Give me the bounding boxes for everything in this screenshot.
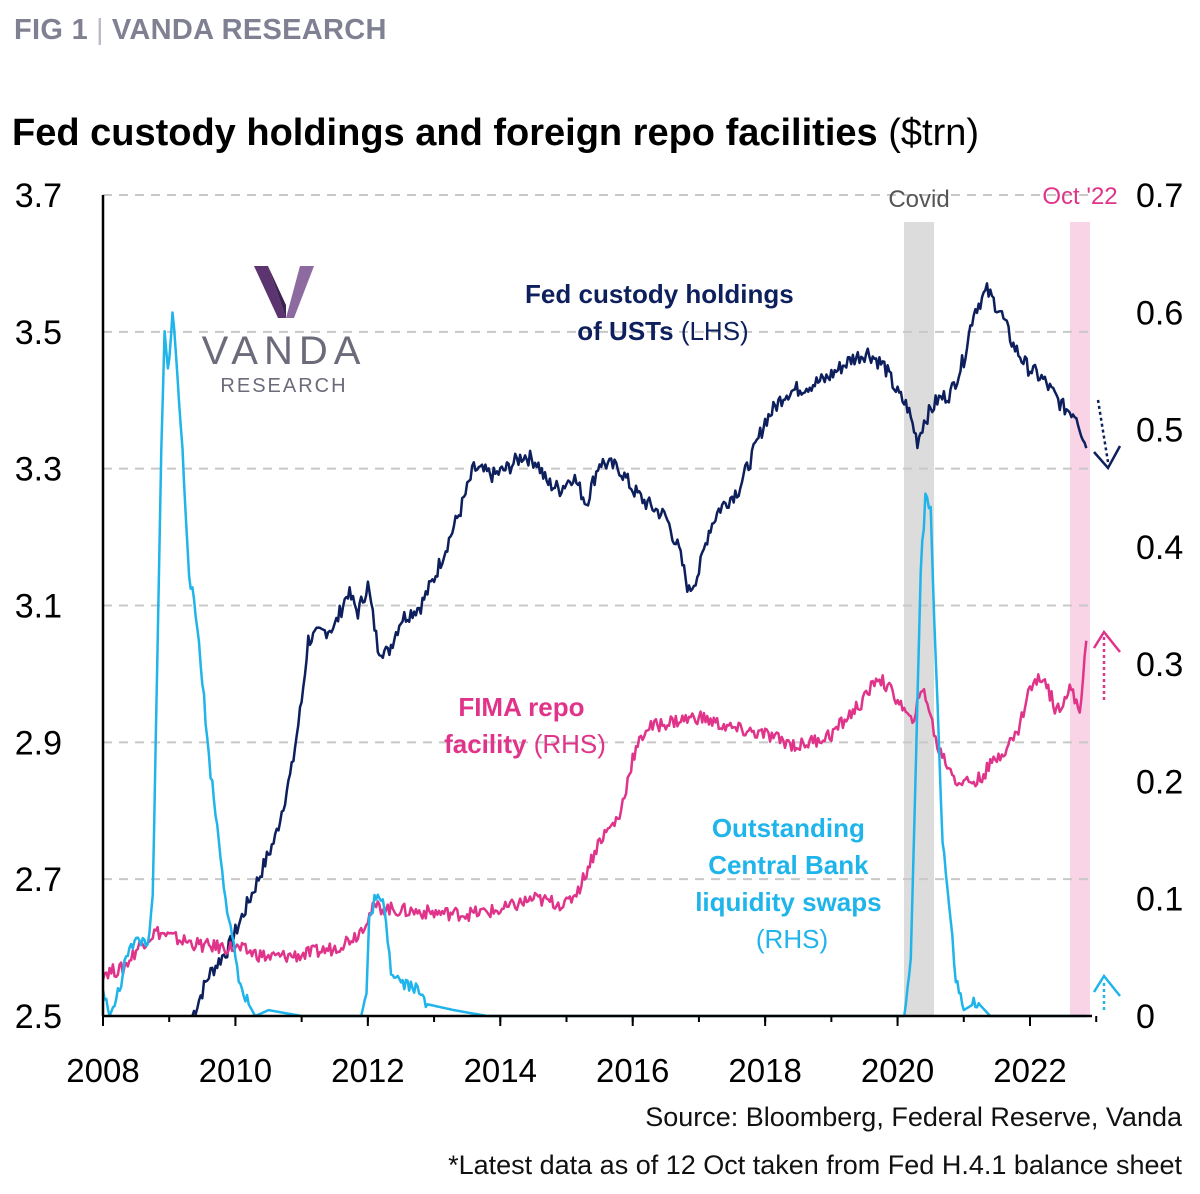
- gridlines: [103, 194, 1092, 881]
- header-separator: |: [96, 14, 104, 46]
- logo-v-left: [254, 266, 286, 318]
- x-tick-label: 2022: [993, 1052, 1066, 1089]
- tick-labels: 2008 2010 2012 2014 2016 2018 2020 2022 2.5 2.7 2.…: [15, 177, 1184, 1089]
- custody-label-line2-bold: of USTs: [577, 316, 673, 346]
- x-tick-label: 2008: [66, 1052, 139, 1089]
- swaps-label-line3: liquidity swaps: [695, 887, 881, 917]
- y-right-tick-label: 0.5: [1136, 412, 1183, 450]
- logo-v-right: [286, 266, 314, 318]
- y-right-tick-label: 0.6: [1136, 294, 1183, 332]
- logo-sub: RESEARCH: [220, 375, 347, 397]
- figure-number: FIG 1: [14, 14, 89, 46]
- x-tick-label: 2014: [464, 1052, 537, 1089]
- chart-title-main: Fed custody holdings and foreign repo fa…: [12, 112, 878, 154]
- series-line-1: [101, 640, 1088, 980]
- chart-title-unit: ($trn): [888, 112, 980, 154]
- fima-up-arrow: [1092, 629, 1121, 700]
- swaps-label: Outstanding Central Bank liquidity swaps…: [695, 813, 889, 954]
- direction-arrows: [1092, 399, 1122, 1010]
- y-right-tick-label: 0: [1136, 998, 1155, 1036]
- axes: [101, 195, 1098, 1026]
- series-line-2: [101, 311, 1087, 1018]
- x-tick-label: 2010: [199, 1052, 272, 1089]
- series-labels: Fed custody holdings of USTs (LHS) FIMA …: [444, 279, 889, 954]
- y-left-tick-label: 3.3: [15, 451, 62, 489]
- x-tick-label: 2018: [728, 1052, 801, 1089]
- y-right-tick-label: 0.4: [1136, 529, 1183, 567]
- custody-down-arrow: [1093, 399, 1122, 471]
- brand-name: VANDA RESEARCH: [111, 14, 387, 46]
- swaps-up-arrow: [1092, 973, 1121, 1010]
- fima-label-line2-bold: facility: [444, 729, 527, 759]
- y-left-tick-label: 3.7: [15, 177, 62, 215]
- y-left-tick-label: 2.5: [15, 998, 62, 1036]
- y-left-tick-label: 2.7: [15, 861, 62, 899]
- y-left-tick-label: 3.5: [15, 314, 62, 352]
- fima-label: FIMA repo facility (RHS): [444, 692, 606, 759]
- custody-label: Fed custody holdings of USTs (LHS): [525, 279, 801, 346]
- swaps-label-line2: Central Bank: [708, 850, 869, 880]
- covid-region-label: Covid: [888, 186, 949, 213]
- swaps-label-suffix: (RHS): [756, 924, 828, 954]
- fima-label-line2: facility (RHS): [444, 729, 606, 759]
- x-tick-label: 2020: [861, 1052, 934, 1089]
- fima-label-line1: FIMA repo: [458, 692, 584, 722]
- y-right-tick-label: 0.7: [1136, 177, 1183, 215]
- logo-v-shade: [268, 266, 286, 318]
- figure-header: FIG 1 | VANDA RESEARCH: [14, 14, 387, 47]
- x-tick-label: 2016: [596, 1052, 669, 1089]
- custody-label-line2: of USTs (LHS): [577, 316, 748, 346]
- series-line-0: [191, 282, 1088, 1017]
- source-note: Source: Bloomberg, Federal Reserve, Vand…: [645, 1102, 1182, 1132]
- custody-label-line1: Fed custody holdings: [525, 279, 794, 309]
- oct22-region-label: Oct '22: [1042, 183, 1117, 210]
- y-right-tick-label: 0.1: [1136, 881, 1183, 919]
- shaded-regions: [904, 222, 1090, 1016]
- custody-label-suffix: (LHS): [681, 316, 749, 346]
- vanda-logo: VANDA RESEARCH: [202, 266, 367, 397]
- y-left-tick-label: 3.1: [15, 588, 62, 626]
- swaps-label-line1: Outstanding: [712, 813, 865, 843]
- shaded-region-1: [1070, 222, 1090, 1016]
- footnote: *Latest data as of 12 Oct taken from Fed…: [448, 1150, 1182, 1180]
- y-right-tick-label: 0.2: [1136, 763, 1183, 801]
- y-left-tick-label: 2.9: [15, 724, 62, 762]
- y-right-tick-label: 0.3: [1136, 646, 1183, 684]
- region-labels: Covid Oct '22: [888, 183, 1117, 213]
- chart-title: Fed custody holdings and foreign repo fa…: [12, 112, 979, 155]
- logo-word: VANDA: [202, 329, 367, 373]
- x-tick-label: 2012: [331, 1052, 404, 1089]
- fima-label-suffix: (RHS): [534, 729, 606, 759]
